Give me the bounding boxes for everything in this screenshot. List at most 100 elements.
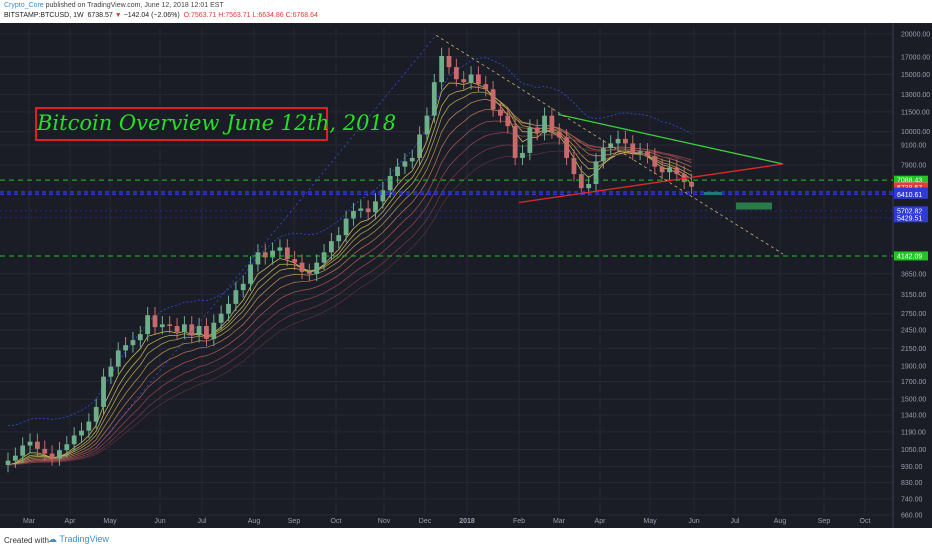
candle-body [637,151,643,153]
price-label-bg [894,206,928,216]
candle-body [556,131,562,138]
candle-body [167,324,173,327]
candle-body [380,190,386,202]
moving-average-line [7,120,692,466]
candle-body [402,161,408,167]
footer: Created with ☁ TradingView [0,530,932,550]
x-tick-label: Apr [595,518,607,525]
moving-average-line [7,108,692,466]
candle-body [284,247,290,260]
candle-body [586,183,592,189]
price-change: −142.04 (−2.06%) [123,12,180,19]
candle-body [652,156,658,167]
price-label-bg [894,213,928,223]
price-label-bg [894,189,928,199]
candle-body [182,324,187,332]
price-label-bg [894,251,928,261]
candle-body [674,167,680,175]
price-label: 7088.43 [897,178,922,185]
candle-body [358,208,364,211]
moving-average-line [7,91,692,466]
tradingview-logo-icon: ☁ [48,534,57,544]
y-tick-label: 7900.00 [901,162,926,169]
candle-body [527,127,533,153]
y-tick-label: 1900.00 [901,363,926,370]
y-tick-label: 13000.00 [901,92,930,99]
candle-body [439,55,445,83]
candle-body [373,201,378,213]
moving-average-line [7,98,692,466]
candle-body [152,315,158,328]
chart-canvas[interactable]: Mar Apr May Jun Jul Aug Sep Oct Nov Dec 2018 Feb Mar… [0,23,932,528]
candle-body [645,151,650,157]
candle-body [534,127,540,134]
candle-body [417,134,422,158]
candle-body [101,376,106,407]
candle-body [145,315,151,335]
y-tick-label: 1500.00 [901,397,926,404]
x-tick-label: Sep [288,518,301,525]
created-with-text: Created with [4,536,49,545]
y-tick-label: 20000.00 [901,31,930,38]
y-tick-label: 15000.00 [901,72,930,79]
candle-body [424,115,430,135]
chart-title: Bitcoin Overview June 12th, 2018 [37,111,397,135]
price-chart[interactable]: Mar Apr May Jun Jul Aug Sep Oct Nov Dec 2018 Feb Mar… [0,23,932,528]
candle-body [351,210,356,219]
candle-body [262,252,268,258]
x-tick-label: Jul [198,518,207,525]
x-tick-label: Mar [553,518,566,525]
candle-body [5,460,11,465]
candle-body [204,326,209,339]
candle-body [549,115,555,132]
price-label: 5429.51 [897,215,922,222]
candle-body [211,322,217,339]
candle-body [233,290,239,304]
x-tick-label: Jun [688,518,699,525]
candle-body [218,313,224,323]
moving-average-line [7,142,692,466]
candle-body [476,74,481,85]
symbol-label: BITSTAMP:BTCUSD, 1W [4,12,84,19]
candle-body [343,218,349,236]
candle-body [240,283,246,291]
x-tick-label: Jun [154,518,165,525]
x-tick-label: 2018 [459,518,475,525]
candle-body [49,453,55,459]
candle-body [689,181,694,187]
candle-body [667,167,672,173]
candle-body [395,166,400,177]
tradingview-brand[interactable]: ☁ TradingView [48,534,109,545]
candle-body [387,176,393,191]
y-tick-label: 2750.00 [901,311,926,318]
author-link[interactable]: Crypto_Core [4,2,44,9]
candle-body [600,148,606,162]
candle-body [27,441,33,446]
y-tick-label: 930.00 [901,464,923,471]
x-tick-label: May [643,518,657,525]
candle-body [93,406,99,422]
x-tick-label: Nov [378,518,391,525]
price-label: 4142.09 [897,253,922,260]
candle-body [137,334,143,341]
symbol-line: BITSTAMP:BTCUSD, 1W 6738.57 ▼ −142.04 (−… [4,12,318,19]
macro-trendline [435,34,784,255]
candle-body [520,152,525,158]
candle-body [299,262,305,272]
candle-body [314,262,320,274]
candle-body [57,450,62,459]
candle-body [564,137,569,158]
candle-body [623,138,628,144]
y-tick-label: 3150.00 [901,292,926,299]
candle-body [461,79,467,83]
candle-body [292,259,298,263]
y-tick-label: 2450.00 [901,328,926,335]
y-tick-label: 11500.00 [901,109,930,116]
x-tick-label: Jul [731,518,740,525]
candle-body [512,126,518,158]
moving-average-line [7,132,692,466]
x-tick-label: Oct [331,518,342,525]
y-tick-label: 2150.00 [901,346,926,353]
candle-body [659,166,665,173]
x-tick-label: Oct [860,518,871,525]
